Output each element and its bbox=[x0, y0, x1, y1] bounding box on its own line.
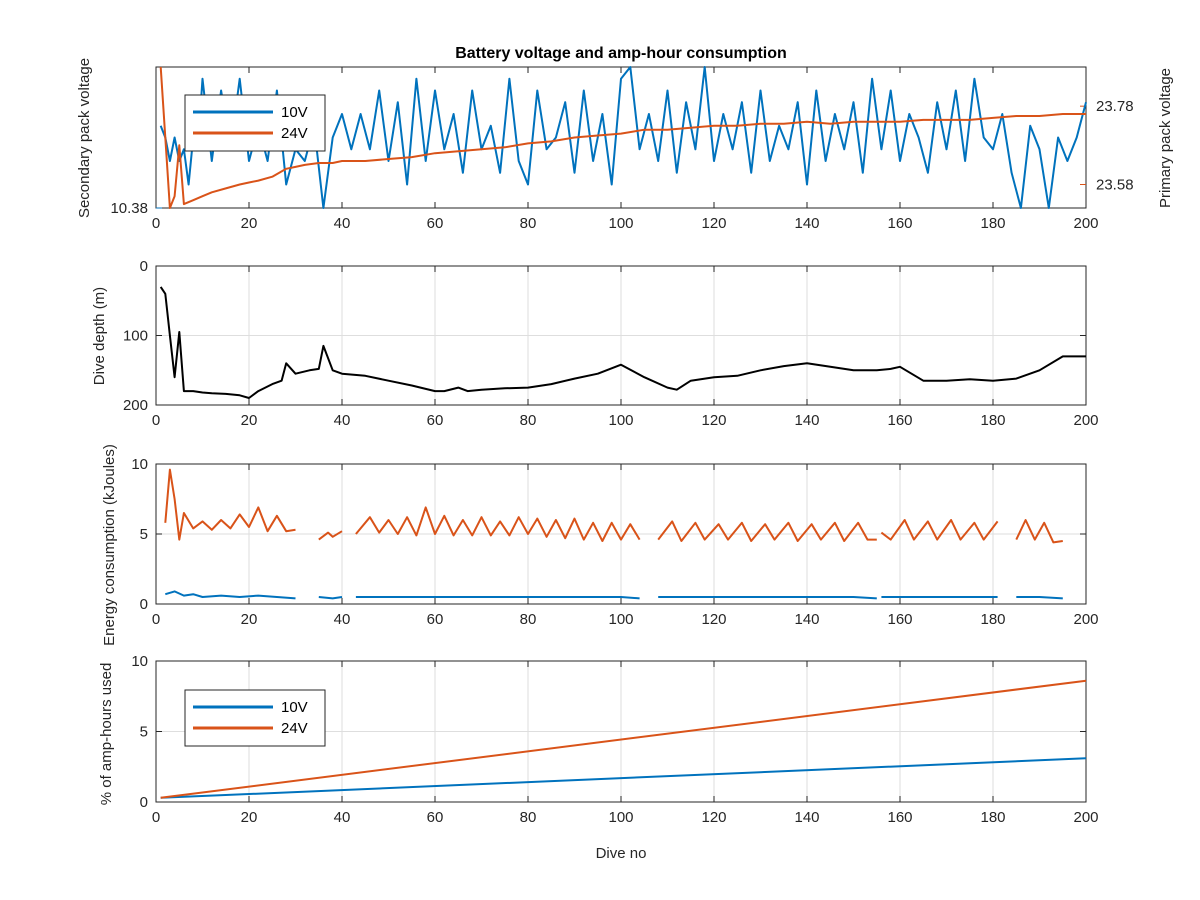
x-tick-label: 40 bbox=[334, 809, 351, 826]
voltage-panel: 0 20 40 60 80 100 120 140 160 180 200 10.38 23.58 23.… bbox=[76, 58, 1174, 232]
x-tick-label: 80 bbox=[520, 611, 537, 628]
y-tick-label: 0 bbox=[140, 258, 148, 275]
series-line-10V bbox=[160, 757, 1087, 799]
y-tick-label-left: 10.38 bbox=[110, 200, 148, 217]
series-line-24V bbox=[160, 679, 1087, 799]
amphours-panel: 0 20 40 60 80 100 120 140 160 180 200 0 5 10 % of amp-… bbox=[98, 653, 1099, 826]
x-tick-label: 80 bbox=[520, 215, 537, 232]
x-tick-label: 120 bbox=[701, 215, 726, 232]
series-line-10V-segment-3 bbox=[658, 596, 877, 600]
chart-title: Battery voltage and amp-hour consumption bbox=[455, 45, 787, 62]
y-axis-label: Energy consumption (kJoules) bbox=[101, 444, 118, 646]
y-axis-label: % of amp-hours used bbox=[98, 663, 115, 806]
y-tick-label: 10 bbox=[131, 653, 148, 670]
x-tick-label: 140 bbox=[794, 215, 819, 232]
series-line-24V-segment-0 bbox=[164, 468, 296, 541]
series-line-24V-segment-4 bbox=[880, 519, 999, 541]
x-tick-label: 0 bbox=[152, 412, 160, 429]
energy-panel: 0 20 40 60 80 100 120 140 160 180 200 0 5 10 Energy co… bbox=[101, 444, 1099, 646]
x-tick-label: 20 bbox=[241, 809, 258, 826]
series-line-10V-segment-1 bbox=[318, 596, 343, 600]
x-tick-label: 140 bbox=[794, 611, 819, 628]
x-tick-label: 180 bbox=[980, 809, 1005, 826]
y-tick-label: 5 bbox=[140, 724, 148, 741]
x-tick-label: 20 bbox=[241, 611, 258, 628]
x-tick-label: 160 bbox=[887, 412, 912, 429]
x-tick-label: 180 bbox=[980, 412, 1005, 429]
x-tick-label: 20 bbox=[241, 215, 258, 232]
x-tick-label: 160 bbox=[887, 215, 912, 232]
series-line-10V-segment-2 bbox=[355, 596, 640, 600]
y-tick-label: 5 bbox=[140, 526, 148, 543]
y-tick-label: 0 bbox=[140, 794, 148, 811]
x-tick-label: 120 bbox=[701, 412, 726, 429]
y-axis-label-left: Secondary pack voltage bbox=[76, 58, 93, 218]
series-line-10V-segment-0 bbox=[165, 590, 296, 600]
x-tick-label: 100 bbox=[608, 215, 633, 232]
x-tick-label: 100 bbox=[608, 611, 633, 628]
x-tick-label: 160 bbox=[887, 611, 912, 628]
y-tick-label: 100 bbox=[123, 328, 148, 345]
series-line-24V-segment-2 bbox=[355, 506, 641, 542]
x-tick-label: 40 bbox=[334, 215, 351, 232]
series-line-24V bbox=[159, 66, 1086, 209]
y-tick-label: 10 bbox=[131, 456, 148, 473]
x-tick-label: 200 bbox=[1073, 809, 1098, 826]
x-tick-label: 140 bbox=[794, 809, 819, 826]
series-line-10V-segment-5 bbox=[1016, 596, 1063, 600]
legend-label-24V: 24V bbox=[281, 720, 308, 737]
x-tick-label: 0 bbox=[152, 611, 160, 628]
legend-label-24V: 24V bbox=[281, 125, 308, 142]
x-tick-label: 60 bbox=[427, 412, 444, 429]
legend-box bbox=[184, 689, 326, 747]
x-tick-label: 200 bbox=[1073, 412, 1098, 429]
x-tick-label: 80 bbox=[520, 412, 537, 429]
x-tick-label: 160 bbox=[887, 809, 912, 826]
x-tick-label: 120 bbox=[701, 809, 726, 826]
y-tick-label: 0 bbox=[140, 596, 148, 613]
legend-box bbox=[184, 94, 326, 152]
x-tick-label: 60 bbox=[427, 215, 444, 232]
y-tick-label: 200 bbox=[123, 397, 148, 414]
x-tick-label: 20 bbox=[241, 412, 258, 429]
x-tick-label: 80 bbox=[520, 809, 537, 826]
x-tick-label: 0 bbox=[152, 215, 160, 232]
y-tick-label-right: 23.58 bbox=[1096, 177, 1134, 194]
x-axis-label: Dive no bbox=[596, 845, 647, 862]
x-tick-label: 60 bbox=[427, 611, 444, 628]
x-tick-label: 60 bbox=[427, 809, 444, 826]
x-tick-label: 140 bbox=[794, 412, 819, 429]
series-line-24V-segment-1 bbox=[318, 530, 343, 541]
x-tick-label: 200 bbox=[1073, 611, 1098, 628]
x-tick-label: 40 bbox=[334, 611, 351, 628]
series-line-24V-segment-5 bbox=[1015, 519, 1063, 544]
x-tick-label: 100 bbox=[608, 809, 633, 826]
x-tick-label: 180 bbox=[980, 611, 1005, 628]
x-tick-label: 40 bbox=[334, 412, 351, 429]
x-tick-label: 200 bbox=[1073, 215, 1098, 232]
series-line-depth bbox=[159, 286, 1086, 399]
y-axis-label-right: Primary pack voltage bbox=[1157, 68, 1174, 208]
series-line-24V-segment-3 bbox=[657, 520, 877, 542]
y-tick-label-right: 23.78 bbox=[1096, 98, 1134, 115]
y-axis-label: Dive depth (m) bbox=[91, 287, 108, 385]
x-tick-label: 180 bbox=[980, 215, 1005, 232]
x-tick-label: 100 bbox=[608, 412, 633, 429]
legend-label-10V: 10V bbox=[281, 699, 308, 716]
legend-label-10V: 10V bbox=[281, 104, 308, 121]
x-tick-label: 0 bbox=[152, 809, 160, 826]
x-tick-label: 120 bbox=[701, 611, 726, 628]
